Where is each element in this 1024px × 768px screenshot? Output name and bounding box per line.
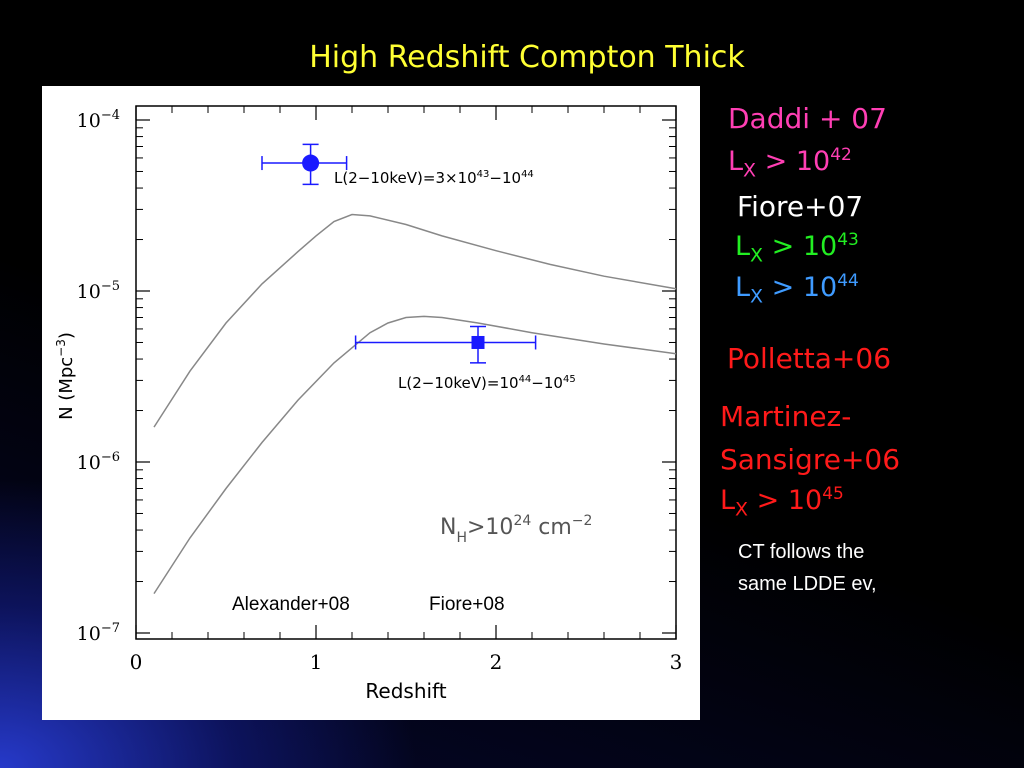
y-tick-label: 10−4 [77,108,120,132]
label-fiore-lx44: LX > 1044 [735,271,859,307]
plot-panel: 0 1 2 3 10−4 10−5 10−6 10−7 Redshift N (Mpc−3) … [42,86,700,720]
label-daddi: Daddi + 07 [728,102,887,135]
slide-title: High Redshift Compton Thick [309,40,745,75]
model-curves [153,213,677,595]
annotation-lum1-base: L(2−10keV)=3×10 [334,169,477,187]
y-tick-label-exp: −5 [101,279,120,294]
axis-labels: 0 1 2 310−410−510−610−7 [77,108,683,674]
fiore-lx43-sub: X [750,244,764,267]
x-tick-label: 3 [670,650,683,674]
fiore-lx44-sub: X [750,285,764,308]
plot-frame [135,105,677,640]
note-ct-line2: same LDDE ev, [738,573,877,595]
y-tick-label-base: 10 [77,623,101,645]
fiore-lx44-exp: 44 [837,271,859,291]
annotation-lum2-exp1: 44 [519,374,532,385]
y-tick-label: 10−7 [77,621,120,645]
reference-alexander: Alexander+08 [232,594,350,615]
label-daddi-lx: LX > 1042 [728,145,852,181]
y-tick-label-base: 10 [77,110,101,132]
data-point-square [471,335,485,349]
fiore-lx44-rel: > 10 [771,272,838,303]
daddi-lx-prefix: L [728,146,744,177]
reference-fiore08: Fiore+08 [429,594,505,615]
y-tick-label: 10−5 [77,279,120,303]
y-axis-title: N (Mpc−3) [54,332,77,420]
y-axis-title-base: N (Mpc [56,357,77,420]
annotation-lum1-exp1: 43 [477,169,490,180]
martinez-lx-sub: X [735,498,749,521]
annotation-lum2-exp2: 45 [563,374,576,385]
redshift-density-chart: 0 1 2 310−410−510−610−7 Redshift N (Mpc−3) … [54,105,683,703]
annotation-nh-exp: 24 [513,513,531,529]
martinez-lx-exp: 45 [822,484,844,504]
y-tick-label-exp: −7 [101,621,120,636]
fiore-lx43-exp: 43 [837,230,859,250]
annotation-lum-range-2: L(2−10keV)=1044−1045 [398,374,576,392]
annotation-nh-rel: >10 [467,515,513,540]
x-tick-label: 0 [130,650,143,674]
y-axis-title-exp: −3 [54,339,68,357]
annotation-lum2-base: L(2−10keV)=10 [398,374,519,392]
annotation-nh-unit-exp: −2 [572,513,593,529]
model-curve [153,213,677,428]
label-polletta: Polletta+06 [727,342,892,375]
martinez-lx-rel: > 10 [756,485,823,516]
y-tick-label-exp: −6 [101,450,120,465]
axis-ticks [135,106,677,639]
x-tick-label: 2 [490,650,503,674]
annotation-nh-base: N [440,515,456,540]
annotation-lum2-mid: −10 [531,374,563,392]
note-ct-line1: CT follows the [738,541,865,563]
y-tick-label-base: 10 [77,281,101,303]
daddi-lx-exp: 42 [830,145,852,165]
daddi-lx-rel: > 10 [764,146,831,177]
martinez-lx-prefix: L [720,485,736,516]
data-point-circle [302,154,320,172]
data-points [261,143,537,364]
y-axis-title-close: ) [56,332,77,339]
label-martinez-line1: Martinez- [720,400,852,433]
annotation-lum1-mid: −10 [489,169,521,187]
fiore-lx43-prefix: L [735,231,751,262]
x-tick-label: 1 [310,650,323,674]
label-martinez-lx: LX > 1045 [720,484,844,520]
label-martinez-line2: Sansigre+06 [720,443,901,476]
annotation-lum-range-1: L(2−10keV)=3×1043−1044 [334,169,534,187]
daddi-lx-sub: X [743,159,757,182]
label-fiore07: Fiore+07 [737,190,864,223]
y-tick-label-base: 10 [77,452,101,474]
label-fiore-lx43: LX > 1043 [735,230,859,266]
x-axis-title: Redshift [365,679,446,703]
y-tick-label: 10−6 [77,450,120,474]
fiore-lx43-rel: > 10 [771,231,838,262]
annotation-nh-sub: H [456,530,467,546]
y-tick-label-exp: −4 [101,108,120,123]
fiore-lx44-prefix: L [735,272,751,303]
annotation-lum1-exp2: 44 [521,169,534,180]
annotation-nh: NH>1024 cm−2 [440,513,592,546]
model-curve [153,315,677,595]
annotation-nh-unit: cm [531,515,572,540]
